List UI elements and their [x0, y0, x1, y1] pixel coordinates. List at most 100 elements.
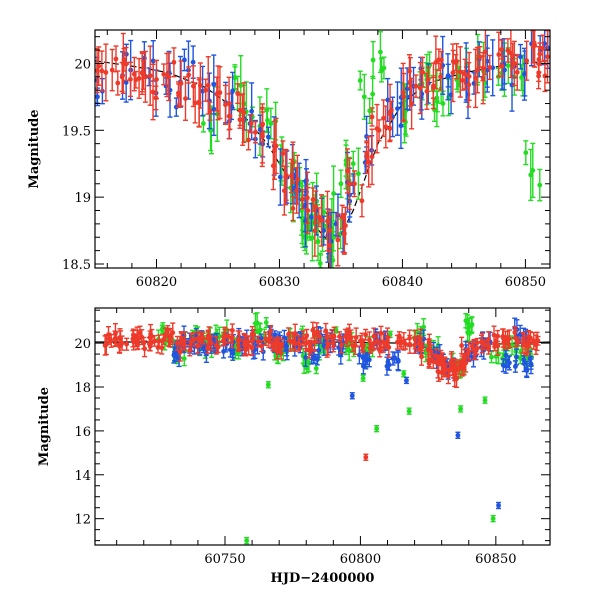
data-point: [387, 83, 393, 141]
point-marker: [486, 336, 492, 342]
data-point: [181, 350, 187, 367]
point-marker: [230, 351, 236, 356]
point-marker: [121, 57, 127, 63]
data-point: [115, 70, 121, 96]
point-marker: [418, 343, 424, 349]
data-point: [344, 148, 350, 194]
point-marker: [419, 354, 424, 360]
data-point: [490, 39, 496, 97]
point-marker: [496, 52, 502, 57]
data-point: [537, 42, 543, 66]
point-marker: [235, 91, 241, 97]
data-point: [278, 346, 284, 360]
point-marker: [526, 334, 532, 340]
point-marker: [246, 137, 251, 143]
data-point: [369, 107, 375, 127]
data-point: [531, 30, 537, 68]
data-point: [335, 213, 341, 267]
data-point: [496, 501, 502, 510]
point-marker: [454, 58, 460, 64]
data-point: [374, 424, 380, 433]
x-tick-label: 60840: [382, 275, 423, 290]
data-point: [413, 74, 419, 98]
data-point: [246, 129, 252, 151]
data-point: [102, 335, 108, 356]
point-marker: [404, 378, 409, 383]
data-point: [357, 70, 363, 91]
point-marker: [304, 195, 310, 201]
data-point: [203, 78, 209, 102]
data-point: [244, 335, 250, 350]
point-marker: [479, 339, 484, 345]
data-point: [540, 34, 546, 63]
point-marker: [321, 228, 327, 233]
data-point: [226, 93, 232, 140]
point-marker: [300, 196, 305, 202]
point-marker: [338, 342, 344, 348]
data-point: [150, 63, 156, 121]
data-point: [121, 47, 127, 72]
point-marker: [256, 329, 262, 335]
point-marker: [369, 154, 375, 160]
point-marker: [387, 109, 393, 115]
point-marker: [364, 150, 370, 156]
data-point: [510, 42, 516, 70]
point-marker: [260, 121, 266, 127]
point-marker: [466, 74, 472, 79]
point-marker: [360, 375, 366, 381]
data-point: [294, 154, 300, 205]
data-point: [112, 330, 118, 347]
data-point: [430, 62, 436, 110]
point-marker: [278, 350, 284, 356]
data-point: [171, 47, 177, 78]
point-marker: [317, 261, 323, 266]
point-marker: [222, 333, 228, 338]
point-marker: [229, 336, 235, 342]
point-marker: [279, 341, 285, 347]
point-marker: [525, 344, 531, 350]
data-point: [380, 331, 386, 353]
data-point: [133, 70, 139, 89]
data-point: [191, 331, 197, 347]
data-point: [267, 331, 273, 344]
data-point: [378, 325, 384, 341]
point-marker: [106, 336, 112, 342]
data-point: [392, 351, 398, 364]
data-point: [401, 370, 407, 378]
data-point: [537, 168, 543, 202]
data-point: [230, 71, 236, 111]
point-marker: [294, 188, 300, 193]
point-marker: [190, 59, 196, 65]
point-marker: [170, 330, 176, 336]
point-marker: [473, 75, 478, 81]
data-point: [514, 53, 520, 91]
point-marker: [251, 332, 257, 337]
y-tick-label: 16: [74, 425, 91, 440]
data-point: [482, 396, 488, 404]
point-marker: [394, 339, 400, 345]
data-point: [277, 148, 283, 206]
data-point: [177, 342, 183, 362]
point-marker: [355, 171, 361, 177]
point-marker: [345, 168, 350, 174]
point-marker: [350, 161, 356, 167]
point-marker: [455, 432, 461, 438]
data-point: [419, 347, 425, 366]
point-marker: [366, 357, 372, 363]
point-marker: [311, 354, 317, 360]
data-point: [349, 392, 355, 400]
point-marker: [490, 516, 496, 522]
data-point: [304, 328, 310, 343]
point-marker: [179, 335, 184, 341]
data-point: [273, 117, 279, 175]
point-marker: [359, 339, 365, 344]
x-tick-label: 60850: [475, 552, 516, 567]
point-marker: [492, 344, 498, 350]
plot-frame: [94, 29, 551, 269]
data-point: [500, 328, 506, 348]
point-marker: [421, 324, 427, 330]
data-point: [283, 149, 289, 201]
point-marker: [467, 330, 472, 335]
point-marker: [119, 74, 125, 80]
y-tick-label: 20: [74, 337, 91, 352]
